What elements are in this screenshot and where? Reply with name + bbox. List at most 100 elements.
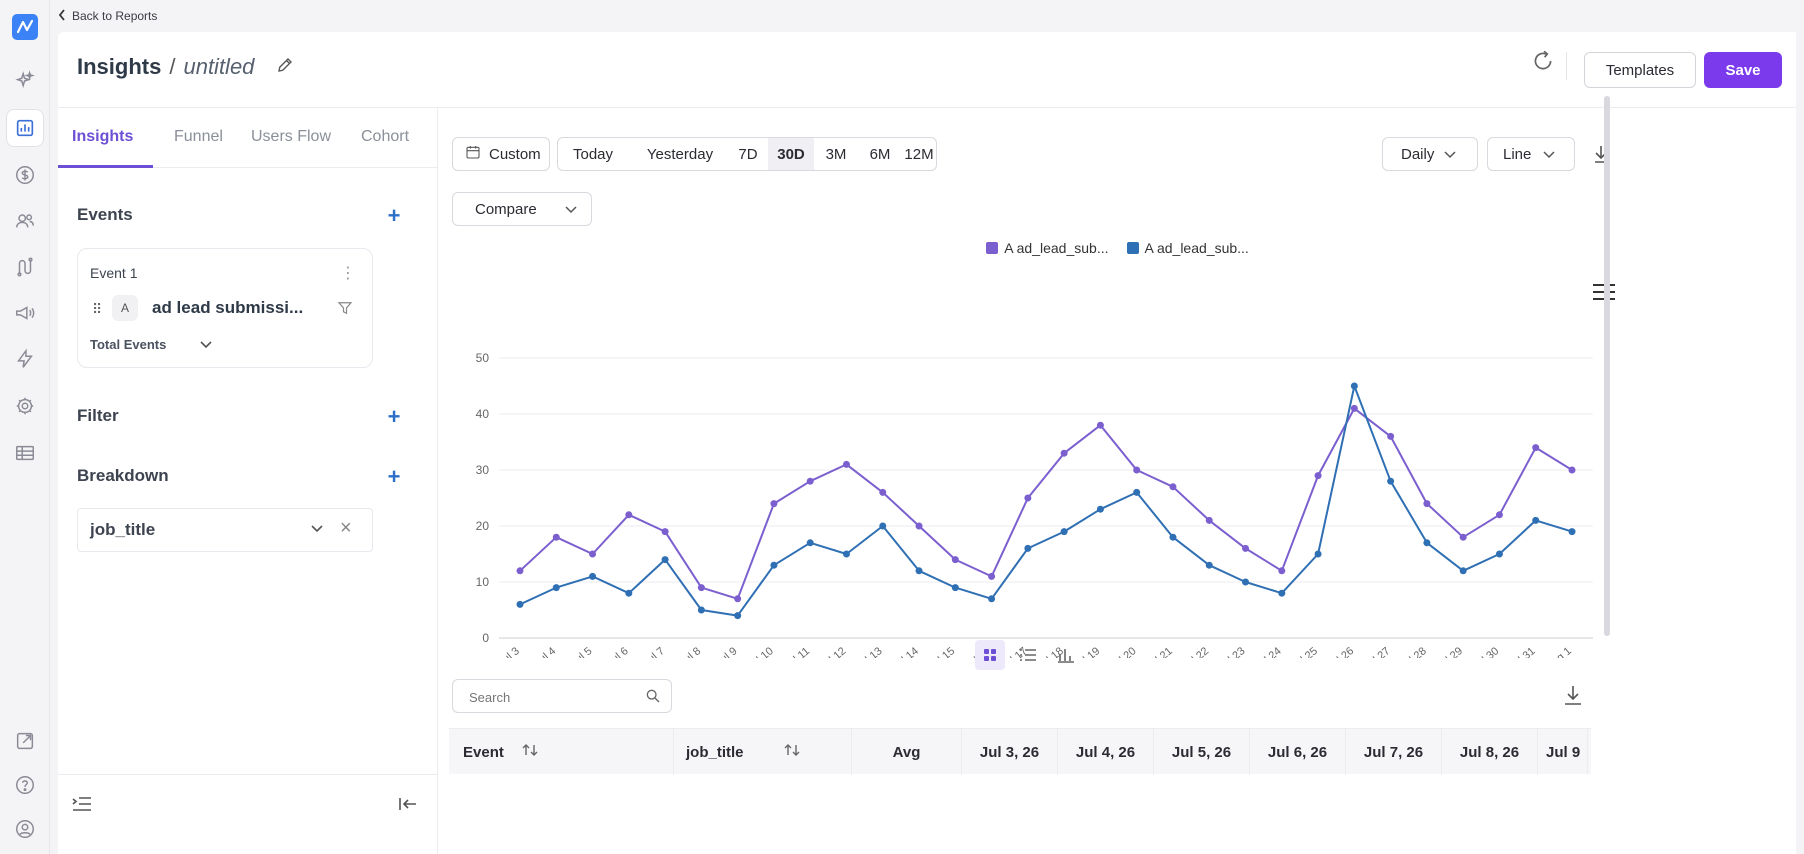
add-event-plus-icon[interactable]: +	[387, 203, 401, 228]
revenue-dollar-icon[interactable]	[12, 162, 38, 188]
data-point	[589, 572, 597, 580]
campaign-megaphone-icon[interactable]	[12, 300, 38, 326]
data-point	[1133, 488, 1141, 496]
view-toggle	[975, 640, 1081, 670]
x-tick-label: Jul 15	[927, 645, 957, 658]
tab-cohort[interactable]: Cohort	[361, 128, 410, 145]
metric-select[interactable]: Total Events	[90, 337, 212, 352]
filter-funnel-icon[interactable]	[336, 299, 354, 317]
data-point	[1133, 466, 1141, 474]
settings-gear-icon[interactable]	[12, 393, 38, 419]
vertical-scrollbar[interactable]	[1604, 96, 1610, 636]
event-name[interactable]: ad lead submissi...	[152, 298, 304, 317]
chevron-down-icon[interactable]	[310, 521, 324, 539]
flows-icon[interactable]	[12, 254, 38, 280]
data-point	[1423, 500, 1431, 508]
breakdown-select[interactable]: job_title ×	[77, 508, 373, 552]
data-point	[1024, 544, 1032, 552]
col-date[interactable]: Jul 8, 26	[1442, 729, 1538, 775]
chart-legend: A ad_lead_sub... A ad_lead_sub...	[439, 238, 1796, 258]
custom-date-button[interactable]: Custom	[452, 137, 550, 171]
data-point	[625, 589, 633, 597]
collapse-panel-icon[interactable]	[398, 796, 418, 817]
col-date[interactable]: Jul 9	[1538, 729, 1588, 775]
grid-view-icon[interactable]	[975, 640, 1005, 670]
divider	[1566, 52, 1567, 80]
y-tick-label: 0	[482, 631, 489, 645]
data-point	[661, 528, 669, 536]
tab-insights[interactable]: Insights	[72, 128, 134, 145]
x-tick-label: Jul 21	[1145, 645, 1175, 658]
download-table-icon[interactable]	[1563, 684, 1583, 711]
list-indent-icon[interactable]	[72, 796, 92, 817]
data-point	[1387, 477, 1395, 485]
data-point	[552, 584, 560, 592]
col-event[interactable]: Event	[449, 729, 674, 775]
drag-handle-icon[interactable]: ⠿	[92, 301, 103, 317]
data-table-icon[interactable]	[12, 440, 38, 466]
legend-label: A ad_lead_sub...	[1144, 240, 1249, 256]
back-to-reports-link[interactable]: Back to Reports	[58, 6, 157, 26]
series-line	[519, 407, 1573, 600]
compare-select[interactable]: Compare	[452, 192, 592, 226]
x-tick-label: Jul 13	[854, 645, 884, 658]
save-button[interactable]: Save	[1704, 52, 1782, 88]
col-date[interactable]: Jul 3, 26	[962, 729, 1058, 775]
add-breakdown-plus-icon[interactable]: +	[387, 464, 401, 489]
search-input[interactable]	[469, 688, 639, 706]
range-6m[interactable]: 6M	[869, 145, 891, 163]
x-tick-label: Jul 29	[1435, 645, 1465, 658]
sort-icon[interactable]	[784, 743, 800, 761]
x-tick-label: Jul 27	[1362, 645, 1392, 658]
range-today[interactable]: Today	[572, 145, 614, 163]
templates-button[interactable]: Templates	[1584, 52, 1696, 88]
tab-funnel[interactable]: Funnel	[174, 128, 223, 145]
external-link-icon[interactable]	[12, 728, 38, 754]
add-filter-plus-icon[interactable]: +	[387, 404, 401, 429]
range-3m[interactable]: 3M	[825, 145, 847, 163]
ai-sparkle-icon[interactable]	[12, 68, 38, 94]
insights-chart-icon[interactable]	[6, 109, 44, 147]
col-job-title[interactable]: job_title	[674, 729, 852, 775]
account-icon[interactable]	[12, 816, 38, 842]
bar-view-icon[interactable]	[1051, 640, 1081, 670]
col-date[interactable]: Jul 4, 26	[1058, 729, 1154, 775]
list-view-icon[interactable]	[1013, 640, 1043, 670]
report-name[interactable]: untitled	[183, 54, 255, 79]
app-logo-icon[interactable]	[12, 14, 38, 40]
legend-item[interactable]: A ad_lead_sub...	[1126, 238, 1249, 258]
data-point	[1350, 382, 1358, 390]
automation-bolt-icon[interactable]	[12, 346, 38, 372]
remove-breakdown-close-icon[interactable]: ×	[340, 517, 352, 539]
range-7d[interactable]: 7D	[738, 145, 758, 163]
users-icon[interactable]	[12, 208, 38, 234]
data-point	[1024, 494, 1032, 502]
more-vertical-icon[interactable]: ⋮	[340, 265, 356, 282]
event-letter-badge: A	[112, 295, 138, 321]
data-point	[516, 600, 524, 608]
help-icon[interactable]	[12, 772, 38, 798]
x-tick-label: Jul 30	[1471, 645, 1501, 658]
tab-users-flow[interactable]: Users Flow	[251, 128, 332, 145]
range-30d[interactable]: 30D	[768, 138, 814, 170]
series-line	[519, 385, 1573, 617]
col-date[interactable]: Jul 7, 26	[1346, 729, 1442, 775]
data-point	[1278, 567, 1286, 575]
chart-type-select[interactable]: Line	[1487, 137, 1575, 171]
legend-item[interactable]: A ad_lead_sub...	[986, 238, 1109, 258]
col-date[interactable]: Jul 6, 26	[1250, 729, 1346, 775]
sort-icon[interactable]	[522, 743, 538, 761]
event-title: Event 1	[90, 265, 138, 281]
refresh-icon[interactable]	[1530, 48, 1560, 78]
range-yesterday[interactable]: Yesterday	[646, 145, 714, 163]
table-search[interactable]	[452, 679, 672, 713]
main-panel: Insights / untitled Templates Save Insig…	[58, 32, 1796, 854]
data-point	[589, 550, 597, 558]
col-avg[interactable]: Avg	[852, 729, 962, 775]
data-point	[1169, 533, 1177, 541]
range-12m[interactable]: 12M	[904, 145, 934, 163]
edit-pencil-icon[interactable]	[276, 54, 294, 80]
interval-select[interactable]: Daily	[1382, 137, 1478, 171]
col-date[interactable]: Jul 5, 26	[1154, 729, 1250, 775]
x-tick-label: Jul 23	[1217, 645, 1247, 658]
